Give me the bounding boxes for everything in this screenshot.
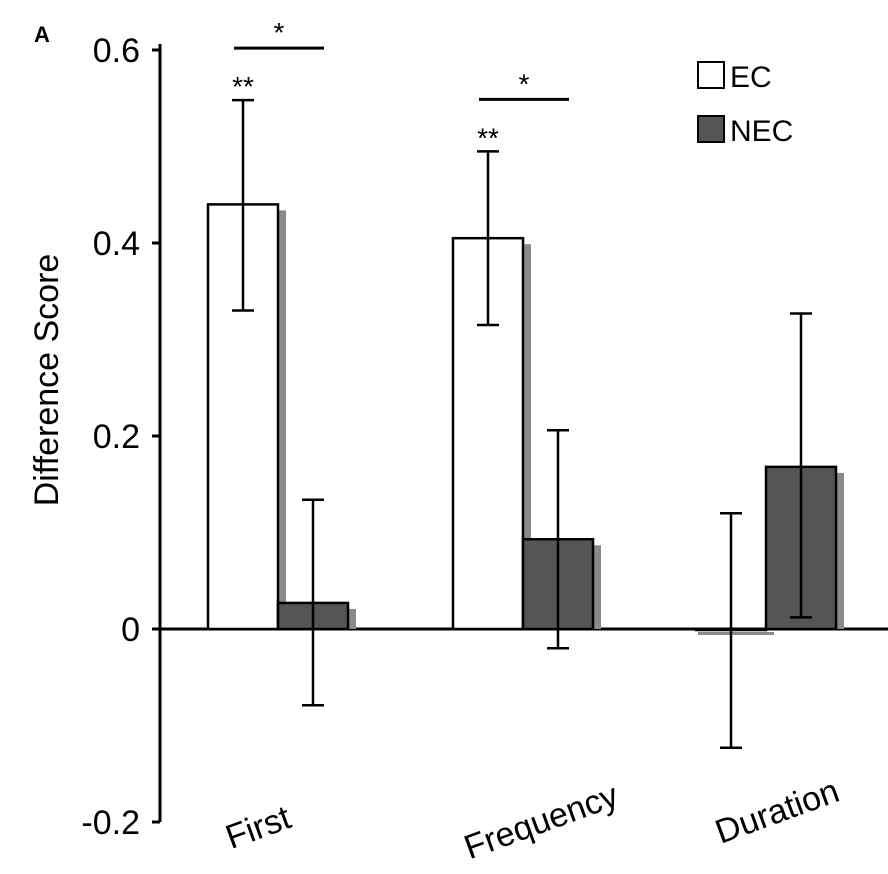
legend-label-ec: EC — [730, 61, 772, 94]
annotations: ****** — [232, 17, 569, 153]
legend: EC NEC — [697, 61, 793, 148]
legend-swatch-nec — [697, 115, 725, 143]
y-tick-label: 0.2 — [93, 418, 140, 456]
panel-label: A — [34, 22, 50, 47]
legend-swatch-ec — [697, 61, 725, 89]
y-tick-label: 0.4 — [93, 225, 140, 263]
x-tick-label: Frequency — [459, 776, 623, 867]
significance-star: * — [519, 68, 530, 99]
error-bars — [232, 98, 812, 749]
bar-shadow — [698, 632, 774, 635]
significance-star: * — [274, 17, 285, 48]
legend-label-nec: NEC — [730, 115, 793, 148]
y-tick-label: 0 — [121, 611, 140, 649]
significance-stars: ** — [477, 122, 499, 153]
y-axis-label: Difference Score — [28, 254, 66, 507]
y-tick-label: 0.6 — [93, 32, 140, 70]
x-tick-label: First — [221, 798, 297, 857]
x-tick-labels: First Frequency Duration — [221, 772, 844, 867]
bars — [206, 203, 844, 635]
significance-stars: ** — [232, 71, 254, 102]
y-tick-label: -0.2 — [81, 804, 140, 842]
bar-ec-frequency — [451, 236, 525, 631]
x-tick-label: Duration — [710, 772, 844, 852]
y-ticks: -0.2 0 0.2 0.4 0.6 — [81, 32, 160, 842]
